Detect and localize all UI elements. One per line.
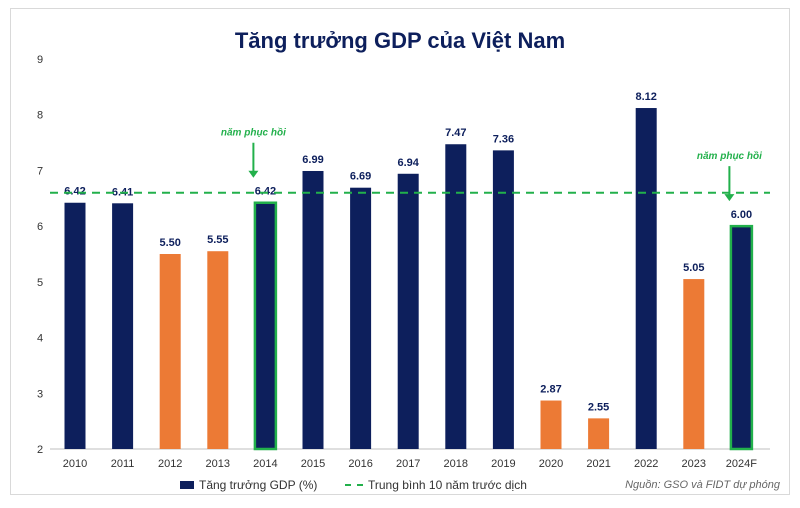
y-tick-label: 5 xyxy=(37,277,43,289)
x-tick-label: 2022 xyxy=(634,458,658,470)
y-tick-label: 4 xyxy=(37,333,43,345)
legend-item-gdp: Tăng trưởng GDP (%) xyxy=(180,478,317,492)
y-tick-label: 2 xyxy=(37,444,43,456)
data-label-2012: 5.50 xyxy=(159,237,180,249)
bar-2022 xyxy=(635,108,657,450)
legend-item-average: Trung bình 10 năm trước dịch xyxy=(345,478,527,492)
x-tick-label: 2011 xyxy=(111,458,135,470)
bar-2011 xyxy=(112,203,134,449)
y-tick-label: 3 xyxy=(37,388,43,400)
legend-swatch-navy xyxy=(180,481,194,489)
legend-label-gdp: Tăng trưởng GDP (%) xyxy=(199,478,318,492)
x-tick-label: 2019 xyxy=(491,458,515,470)
bar-2020 xyxy=(540,400,562,449)
bar-2014 xyxy=(253,201,278,451)
x-tick-label: 2023 xyxy=(682,458,706,470)
x-tick-label: 2016 xyxy=(348,458,372,470)
bar-2018 xyxy=(445,144,467,449)
bar-2023 xyxy=(683,279,705,449)
source-note: Nguồn: GSO và FIDT dự phóng xyxy=(625,479,780,491)
legend-swatch-dashed xyxy=(345,484,363,486)
x-tick-label: 2018 xyxy=(444,458,468,470)
bar-2021 xyxy=(588,418,610,449)
y-tick-label: 9 xyxy=(37,54,43,66)
arrow-down-icon xyxy=(724,194,735,202)
bar-2017 xyxy=(397,173,419,449)
bar-2015 xyxy=(302,170,324,449)
data-label-2018: 7.47 xyxy=(445,127,466,139)
x-tick-label: 2020 xyxy=(539,458,563,470)
arrow-down-icon xyxy=(248,170,259,178)
data-label-2015: 6.99 xyxy=(302,154,323,166)
y-tick-label: 8 xyxy=(37,110,43,122)
x-tick-label: 2014 xyxy=(253,458,277,470)
data-label-2020: 2.87 xyxy=(540,384,561,396)
y-tick-label: 6 xyxy=(37,221,43,233)
data-label-2024F: 6.00 xyxy=(731,209,752,221)
x-tick-label: 2010 xyxy=(63,458,87,470)
x-tick-label: 2015 xyxy=(301,458,325,470)
legend-label-average: Trung bình 10 năm trước dịch xyxy=(368,478,527,492)
chart-title: Tăng trưởng GDP của Việt Nam xyxy=(234,28,566,53)
x-tick-label: 2012 xyxy=(158,458,182,470)
bar-2019 xyxy=(492,150,514,449)
data-label-2022: 8.12 xyxy=(635,91,656,103)
data-label-2023: 5.05 xyxy=(683,262,704,274)
x-tick-label: 2013 xyxy=(206,458,230,470)
bar-2013 xyxy=(207,251,229,449)
bar-2012 xyxy=(159,254,181,449)
x-tick-label: 2017 xyxy=(396,458,420,470)
annotation-label: năm phục hồi xyxy=(697,150,762,162)
bar-2010 xyxy=(64,202,86,449)
data-label-2016: 6.69 xyxy=(350,171,371,183)
x-tick-label: 2021 xyxy=(586,458,610,470)
annotation-label: năm phục hồi xyxy=(221,127,286,139)
data-label-2010: 6.42 xyxy=(64,186,85,198)
data-label-2017: 6.94 xyxy=(397,157,419,169)
bar-2024F xyxy=(729,224,754,451)
data-label-2013: 5.55 xyxy=(207,234,228,246)
bar-2016 xyxy=(350,187,372,449)
data-label-2021: 2.55 xyxy=(588,401,609,413)
x-tick-label: 2024F xyxy=(726,458,757,470)
data-label-2019: 7.36 xyxy=(493,133,514,145)
y-tick-label: 7 xyxy=(37,165,43,177)
